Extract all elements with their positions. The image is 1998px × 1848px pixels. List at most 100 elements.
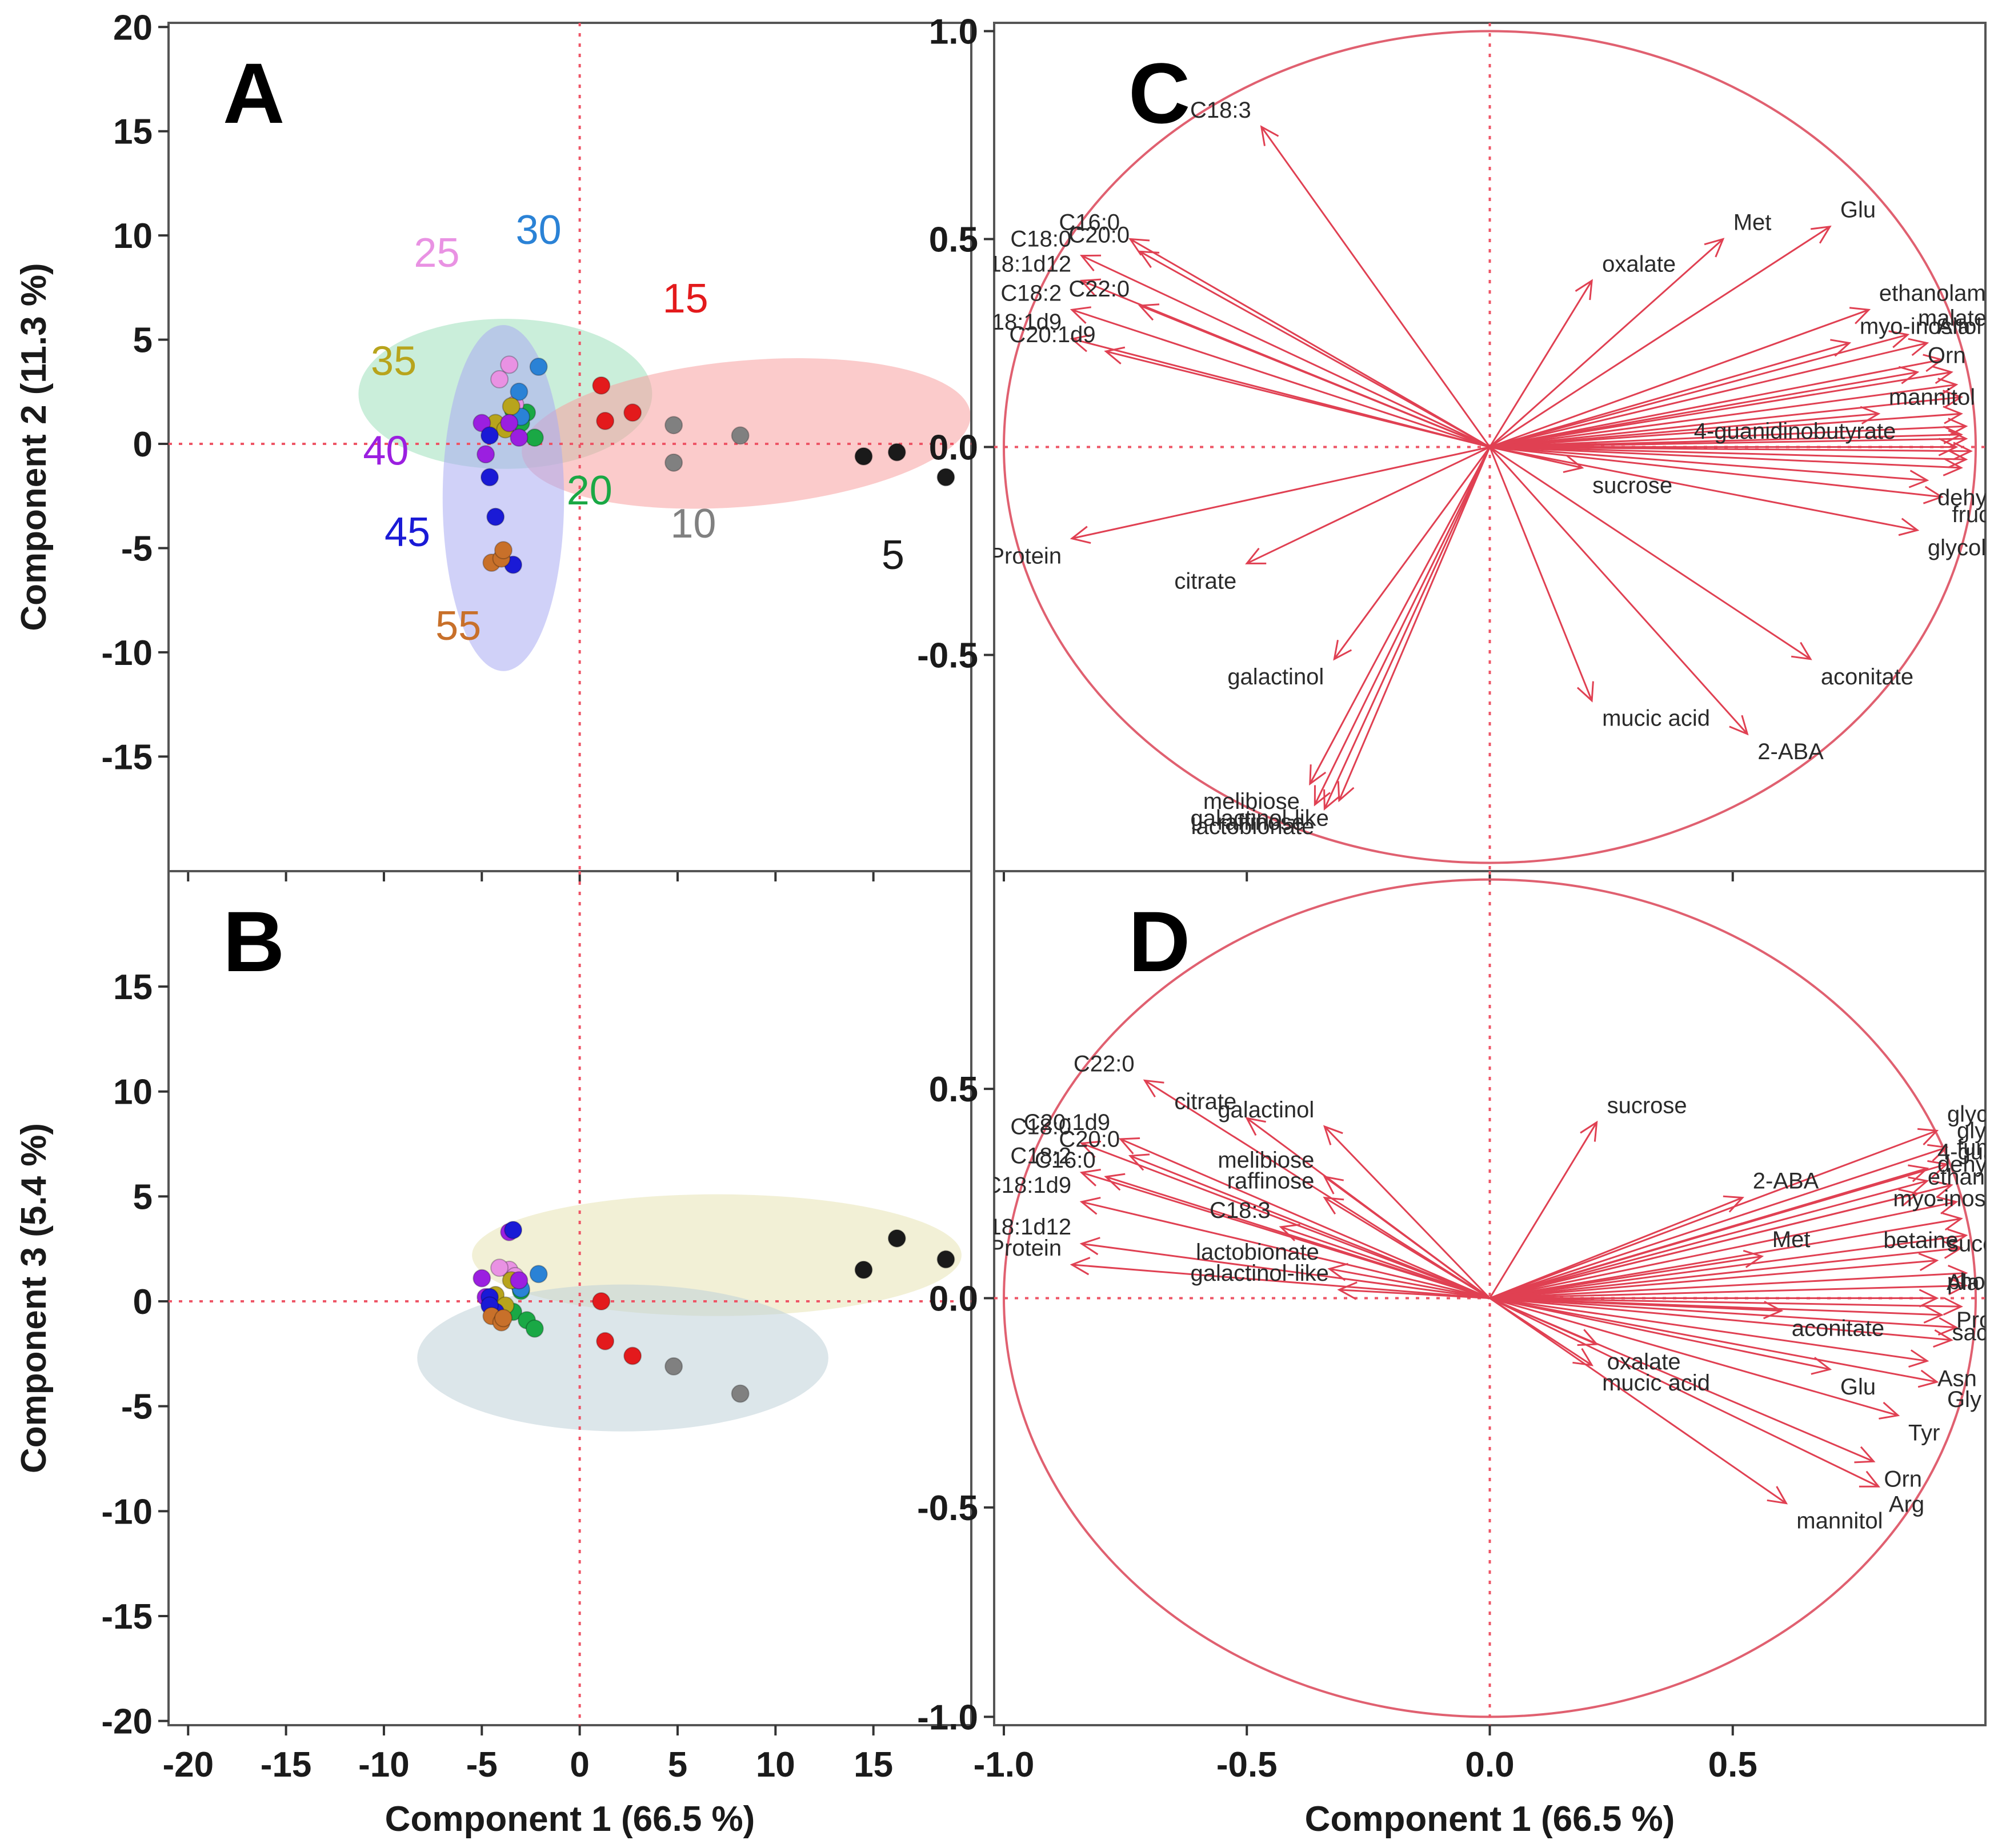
loading-vector-asn	[1490, 1297, 1928, 1362]
vectors-c	[1070, 125, 1973, 811]
point-group-5	[854, 1260, 873, 1279]
vector-label-citrate: citrate	[1174, 1089, 1236, 1114]
point-group-5	[887, 443, 906, 462]
loading-vector-c18-0	[1081, 255, 1491, 448]
vector-label-glycerate: glycerate	[1947, 1101, 1998, 1127]
loading-vector-head-sucrose	[1563, 455, 1584, 474]
vector-label-c20-1d9: C20:1d9	[1024, 1110, 1110, 1135]
point-group-40	[510, 1271, 528, 1290]
loading-vector-fructose	[1490, 446, 1942, 498]
loading-vector-head-galactinol	[1333, 640, 1352, 661]
vector-label-orn: Orn	[1884, 1466, 1922, 1492]
loading-vector-head-protein	[1070, 526, 1091, 544]
vector-label-c22-0: C22:0	[1074, 1051, 1135, 1076]
vector-label-c18-0: C18:0	[1010, 227, 1071, 252]
vector-label-orn: Orn	[1928, 343, 1966, 368]
point-group-15	[596, 411, 615, 430]
vector-label-dehydroascorbate: dehydroascorbate	[1937, 486, 1998, 511]
group-label-55: 55	[435, 603, 481, 649]
y-tick-label: -0.5	[917, 1489, 978, 1528]
point-group-15	[623, 1346, 642, 1365]
y-tick-label: 10	[113, 217, 153, 256]
plot-frame-b	[167, 870, 972, 1726]
loading-vector-head-glu	[1810, 225, 1832, 244]
loading-vector-met	[1490, 1255, 1763, 1299]
y-tick-label: 0	[133, 1282, 153, 1322]
loading-vector-head	[1937, 1317, 1959, 1336]
loading-vector-c18-1d12	[1081, 1242, 1490, 1299]
loading-vector-head-c16-0	[1104, 1173, 1126, 1191]
loading-vector	[1490, 1201, 1957, 1299]
y-tick-label: -0.5	[917, 636, 978, 675]
loading-vector-head	[1948, 1264, 1968, 1284]
vector-label-4-guanidinobutyrate: 4-guanidinobutyrate	[1694, 419, 1896, 444]
point-group-35	[502, 397, 520, 416]
loading-vector-c20-0	[1139, 251, 1491, 448]
x-tick-label: 0	[570, 1745, 589, 1785]
vector-label-mannitol: mannitol	[1796, 1509, 1883, 1534]
loading-vector-mannitol	[1489, 1297, 1787, 1504]
vector-label-met: Met	[1733, 210, 1772, 235]
loading-vector-head	[1948, 430, 1968, 448]
vector-label-c20-0: C20:0	[1068, 222, 1130, 247]
vector-label-glycolate: glycolate	[1957, 1119, 1998, 1144]
y-axis-label: Component 2 (11.3 %)	[14, 263, 54, 631]
loading-vector-galactinol	[1334, 446, 1491, 660]
loading-vector-head	[1937, 1196, 1959, 1214]
vector-label-met: Met	[1772, 1227, 1811, 1252]
group-label-20: 20	[567, 468, 612, 514]
y-tick-label: 0	[133, 425, 153, 464]
loading-vector-head-gly	[1917, 1369, 1939, 1388]
loading-vector-head-c18-1d12	[1079, 1237, 1100, 1256]
vector-label-melibiose: melibiose	[1218, 1148, 1314, 1173]
point-group-10	[731, 426, 750, 445]
y-axis-label: Component 3 (5.4 %)	[14, 1123, 54, 1473]
point-group-20	[525, 1319, 544, 1338]
point-group-45	[481, 468, 499, 487]
x-axis-label: Component 1 (66.5 %)	[1305, 1799, 1675, 1839]
loading-vector-head-galactinol	[1323, 1125, 1343, 1145]
vector-label-tyr: Tyr	[1908, 1421, 1940, 1446]
vector-label-ala: Ala	[1937, 314, 1971, 339]
vector-label-sucrose: sucrose	[1607, 1093, 1687, 1119]
loading-vector-head-oxalate	[1575, 279, 1593, 300]
vector-label-c20-1d9: C20:1d9	[1009, 322, 1095, 347]
group-label-25: 25	[414, 230, 459, 276]
point-group-30	[529, 1265, 548, 1284]
vector-label-oxalate: oxalate	[1602, 251, 1676, 276]
loading-vector-head-melibiose	[1309, 764, 1327, 786]
loading-vector-aconitate	[1490, 1297, 1781, 1312]
vector-label-lactobionate: lactobionate	[1191, 814, 1315, 839]
point-group-40	[477, 445, 495, 464]
loading-vector-head	[1933, 1329, 1953, 1348]
loading-vector	[1490, 1297, 1961, 1308]
point-group-30	[529, 358, 548, 376]
vector-label-c18-2: C18:2	[1010, 1144, 1071, 1169]
group-label-5: 5	[882, 532, 904, 578]
loading-vector-c20-1d9	[1106, 350, 1490, 448]
loading-vector-head-galactinol-like	[1337, 781, 1355, 803]
loading-vector	[1490, 446, 1967, 460]
vector-label-sucrose: sucrose	[1592, 473, 1672, 498]
point-group-40	[473, 414, 491, 432]
loading-vector-head	[1923, 354, 1944, 372]
loading-vector	[1490, 359, 1942, 448]
loading-vector-head-c20-1d9	[1118, 1137, 1140, 1155]
loading-vector-citrate	[1246, 446, 1491, 564]
loading-vector-c20-0	[1130, 1155, 1491, 1299]
vector-label-mucic-acid: mucic acid	[1602, 1370, 1710, 1396]
loading-vector-lactobionate	[1323, 446, 1491, 809]
vector-label-c18-2: C18:2	[1000, 280, 1062, 306]
vector-label-protein: Protein	[989, 1236, 1062, 1261]
loading-vector-head-aconitate	[1763, 1301, 1784, 1320]
loading-vector-head-ethanolamine	[1849, 307, 1871, 324]
loading-vector-arg	[1489, 1297, 1879, 1488]
x-tick-label: -1.0	[974, 1745, 1035, 1785]
y-tick-label: -1.0	[917, 1698, 978, 1737]
vector-label-c16-0: C16:0	[1035, 1148, 1096, 1173]
loading-vector-head-c20-1d9	[1104, 346, 1126, 364]
loading-vector-head-c20-0	[1138, 250, 1160, 268]
point-group-25	[490, 1258, 509, 1277]
point-group-20	[525, 428, 544, 447]
